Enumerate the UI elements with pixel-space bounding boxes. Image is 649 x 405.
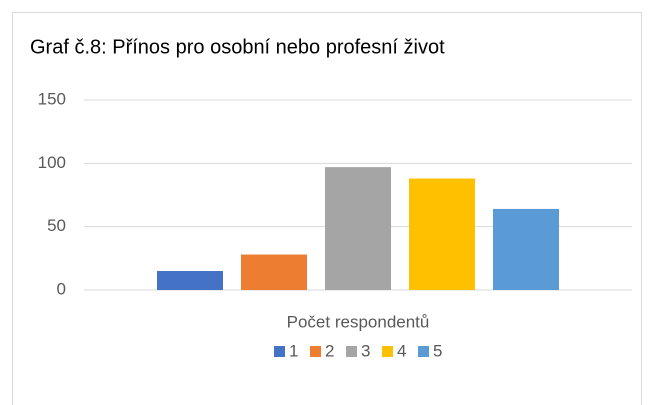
legend-label: 2 <box>325 341 334 360</box>
y-tick-label: 50 <box>47 216 66 235</box>
legend-swatch <box>310 346 321 357</box>
bar <box>493 208 559 290</box>
legend-swatch <box>274 346 285 357</box>
legend-swatch <box>418 346 429 357</box>
bar <box>157 271 223 290</box>
legend-label: 5 <box>433 341 442 360</box>
x-tick-label: Počet respondentů <box>287 312 430 331</box>
legend-swatch <box>346 346 357 357</box>
legend-label: 3 <box>361 341 370 360</box>
legend-label: 1 <box>289 341 298 360</box>
y-tick-label: 150 <box>38 89 66 108</box>
y-tick-label: 100 <box>38 153 66 172</box>
bar <box>241 254 307 290</box>
bar <box>409 178 475 290</box>
legend-label: 4 <box>397 341 406 360</box>
y-tick-label: 0 <box>57 279 66 298</box>
bar <box>325 167 391 290</box>
chart-title: Graf č.8: Přínos pro osobní nebo profesn… <box>30 36 445 58</box>
legend-swatch <box>382 346 393 357</box>
